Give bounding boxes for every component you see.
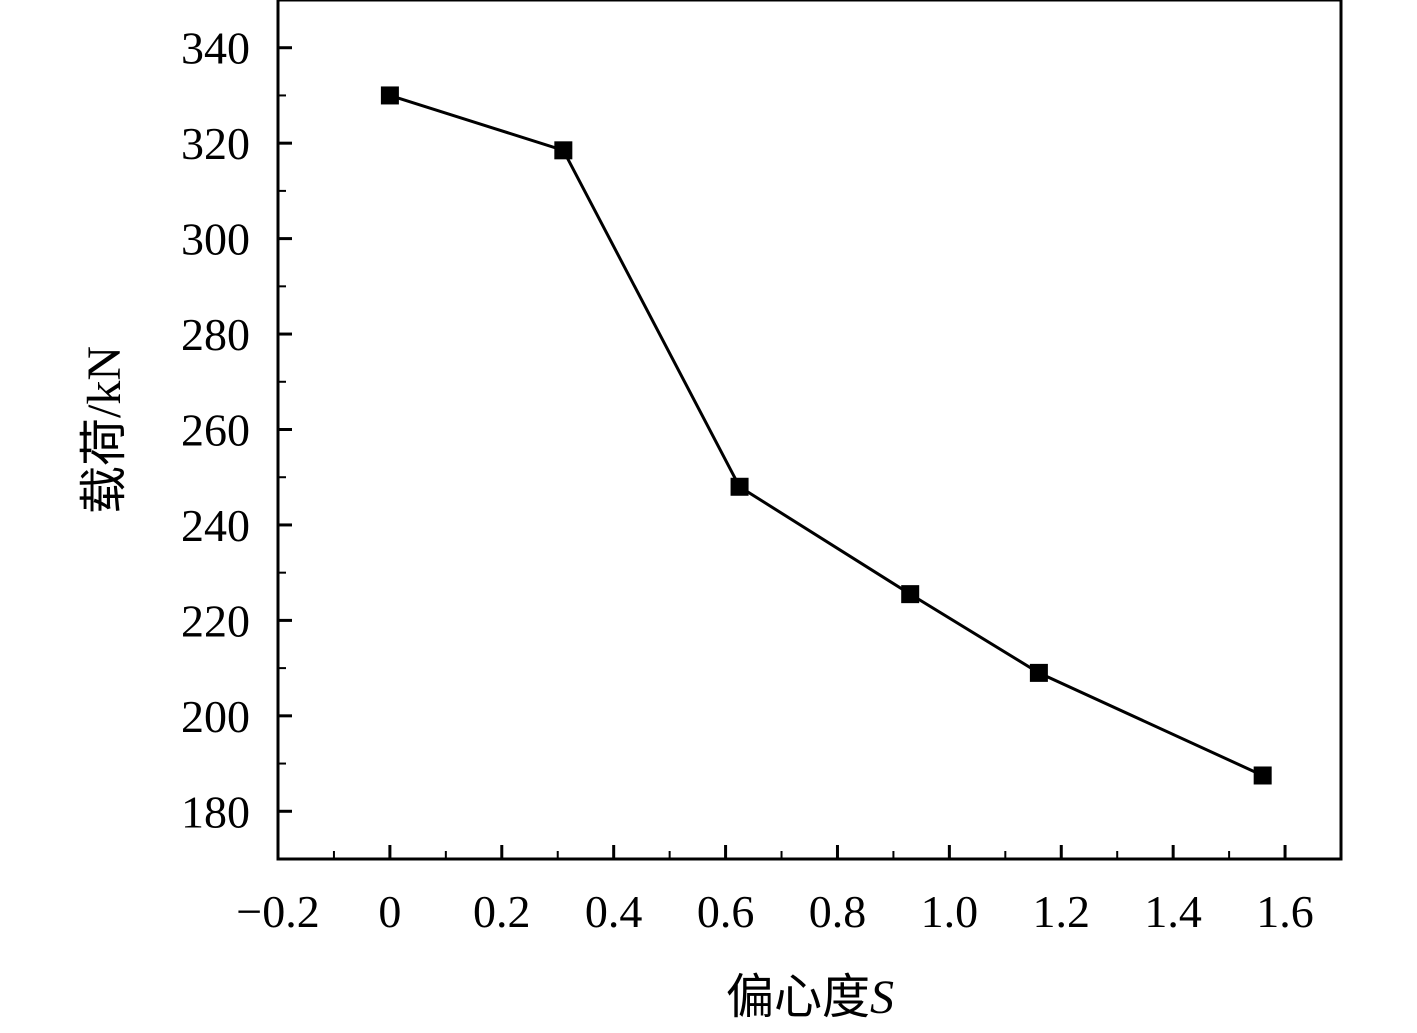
x-tick-label: 0.8 [809,886,867,937]
y-tick-label: 320 [181,118,250,169]
y-tick-label: 200 [181,691,250,742]
x-tick-label: 1.6 [1256,886,1314,937]
data-point [1029,663,1048,682]
x-axis-title-text: 偏心度 [726,971,870,1024]
y-tick-label: 240 [181,500,250,551]
x-tick-label: 0 [378,886,401,937]
x-tick-label: 0.4 [585,886,643,937]
y-tick-label: 260 [181,405,250,456]
x-tick-label: 1.0 [921,886,979,937]
y-axis-title: 载荷/kN [78,346,131,514]
data-point [1253,766,1272,785]
x-tick-label: 0.2 [473,886,531,937]
y-tick-label: 280 [181,309,250,360]
y-tick-label: 220 [181,595,250,646]
x-tick-label: −0.2 [236,886,319,937]
data-point [380,86,399,105]
x-axis: −0.2 0 0.2 0.4 0.6 0.8 1.0 1.2 1.4 1.6 [236,845,1314,937]
y-tick-label: 300 [181,214,250,265]
data-point [901,585,920,604]
data-point [554,141,573,160]
x-tick-label: 0.6 [697,886,755,937]
plot-frame [276,0,1343,861]
data-point [730,477,749,496]
y-axis: 180 200 220 240 260 280 300 320 340 [181,23,292,837]
y-tick-label: 340 [181,23,250,74]
y-tick-label: 180 [181,786,250,837]
series-group [380,86,1272,785]
series-line [389,94,1264,777]
x-tick-label: 1.4 [1144,886,1202,937]
x-axis-title: 偏心度S [726,971,894,1024]
x-tick-label: 1.2 [1033,886,1091,937]
x-axis-title-variable: S [870,971,894,1024]
